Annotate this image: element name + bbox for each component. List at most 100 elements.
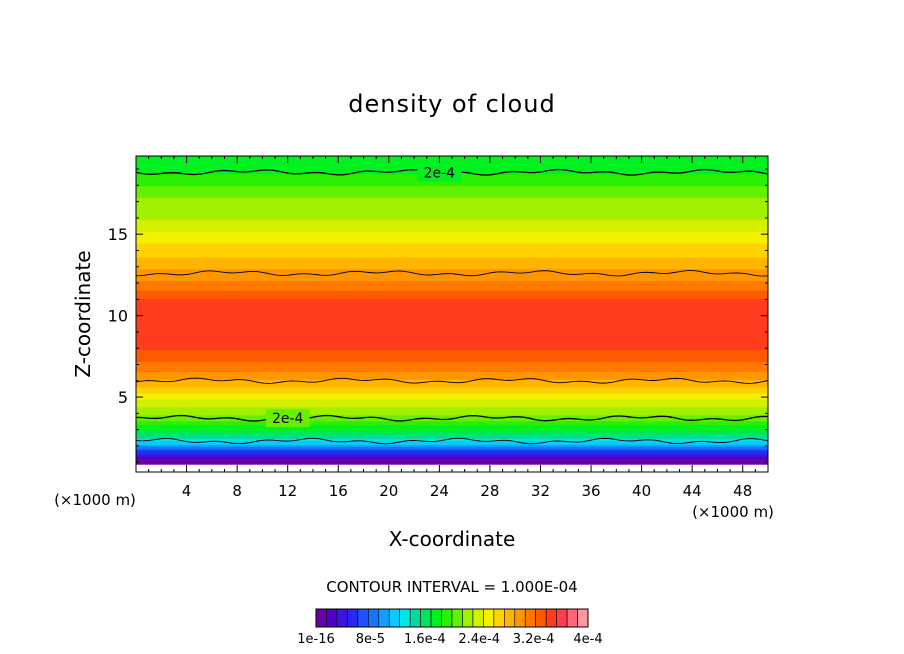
density-band — [136, 400, 768, 404]
density-band — [136, 369, 768, 372]
colorbar-swatch — [556, 608, 568, 628]
density-band — [136, 308, 768, 311]
density-band — [136, 235, 768, 238]
density-band — [136, 298, 768, 301]
density-band — [136, 414, 768, 418]
x-axis-ticks: 4 8 12 16 20 24 28 32 36 40 44 48 — [148, 156, 756, 500]
density-band — [136, 233, 768, 236]
colorbar-swatch — [357, 608, 369, 628]
density-band — [136, 185, 768, 189]
x-tick-label: 36 — [581, 482, 600, 500]
density-band — [136, 331, 768, 335]
density-band — [136, 383, 768, 386]
x-tick-label: 20 — [379, 482, 398, 500]
contour-label-background — [265, 409, 310, 428]
contour-interval-text: CONTOUR INTERVAL = 1.000E-04 — [326, 578, 577, 596]
density-band — [136, 256, 768, 260]
density-band — [136, 424, 768, 428]
density-band — [136, 262, 768, 266]
density-band — [136, 456, 768, 459]
colorbar-tick-label: 4e-4 — [573, 632, 602, 647]
colorbar-swatch — [577, 608, 589, 628]
x-tick-label: 48 — [733, 482, 752, 500]
x-tick-label: 40 — [632, 482, 651, 500]
density-band — [136, 385, 768, 388]
colorbar-swatch — [524, 608, 536, 628]
colorbar-tick-label: 2.4e-4 — [458, 632, 500, 647]
density-band — [136, 357, 768, 361]
colorbar-tick-label: 8e-5 — [356, 632, 385, 647]
density-band — [136, 361, 768, 364]
contour-lines: 2e-4 2e-4 — [136, 163, 768, 445]
density-band — [136, 434, 768, 438]
density-band — [136, 280, 768, 283]
density-band — [136, 325, 768, 329]
density-band — [136, 323, 768, 327]
density-band — [136, 215, 768, 218]
density-band — [136, 359, 768, 362]
density-band — [136, 387, 768, 390]
density-band — [136, 379, 768, 382]
density-band — [136, 335, 768, 339]
density-band — [136, 191, 768, 195]
density-band — [136, 329, 768, 333]
contour-label: 2e-4 — [272, 411, 304, 427]
density-band — [136, 213, 768, 216]
density-band — [136, 258, 768, 262]
density-band — [136, 351, 768, 355]
density-band — [136, 444, 768, 447]
colorbar-swatch — [336, 608, 348, 628]
density-band — [136, 238, 768, 242]
colorbar-swatch — [347, 608, 359, 628]
colorbar-labels: 1e-16 8e-5 1.6e-4 2.4e-4 3.2e-4 4e-4 — [297, 632, 602, 647]
density-band — [136, 229, 768, 232]
density-band — [136, 319, 768, 323]
colorbar-swatch — [430, 608, 442, 628]
colorbar-swatch — [378, 608, 390, 628]
density-band — [136, 391, 768, 394]
y-tick-label: 15 — [108, 225, 128, 244]
density-band — [136, 219, 768, 222]
density-band — [136, 244, 768, 248]
density-band — [136, 211, 768, 214]
x-tick-label: 16 — [329, 482, 348, 500]
density-band — [136, 377, 768, 380]
density-band — [136, 207, 768, 210]
colorbar-tick-label: 1e-16 — [297, 632, 335, 647]
density-band — [136, 317, 768, 321]
density-band — [136, 363, 768, 366]
density-band — [136, 203, 768, 206]
density-band — [136, 225, 768, 228]
density-band — [136, 217, 768, 220]
colorbar-tick-label: 1.6e-4 — [404, 632, 446, 647]
density-band — [136, 462, 768, 465]
colorbar-frame — [315, 608, 589, 628]
density-band — [136, 201, 768, 205]
density-band — [136, 209, 768, 212]
colorbar-swatch — [409, 608, 421, 628]
density-band — [136, 292, 768, 295]
density-band — [136, 246, 768, 250]
density-band — [136, 252, 768, 256]
density-band — [136, 302, 768, 305]
x-tick-label: 32 — [531, 482, 550, 500]
density-band — [136, 159, 768, 163]
density-band — [136, 274, 768, 278]
density-band — [136, 161, 768, 165]
colorbar — [315, 608, 589, 628]
colorbar-tick-label: 3.2e-4 — [513, 632, 555, 647]
density-band — [136, 406, 768, 410]
colorbar-swatch — [399, 608, 411, 628]
density-band — [136, 402, 768, 406]
density-band — [136, 408, 768, 412]
x-tick-label: 4 — [182, 482, 192, 500]
density-band — [136, 227, 768, 230]
density-band — [136, 393, 768, 396]
colorbar-swatch — [493, 608, 505, 628]
density-band — [136, 195, 768, 199]
density-band — [136, 442, 768, 445]
chart-title: density of cloud — [348, 90, 555, 118]
density-band — [136, 197, 768, 201]
density-band — [136, 268, 768, 272]
